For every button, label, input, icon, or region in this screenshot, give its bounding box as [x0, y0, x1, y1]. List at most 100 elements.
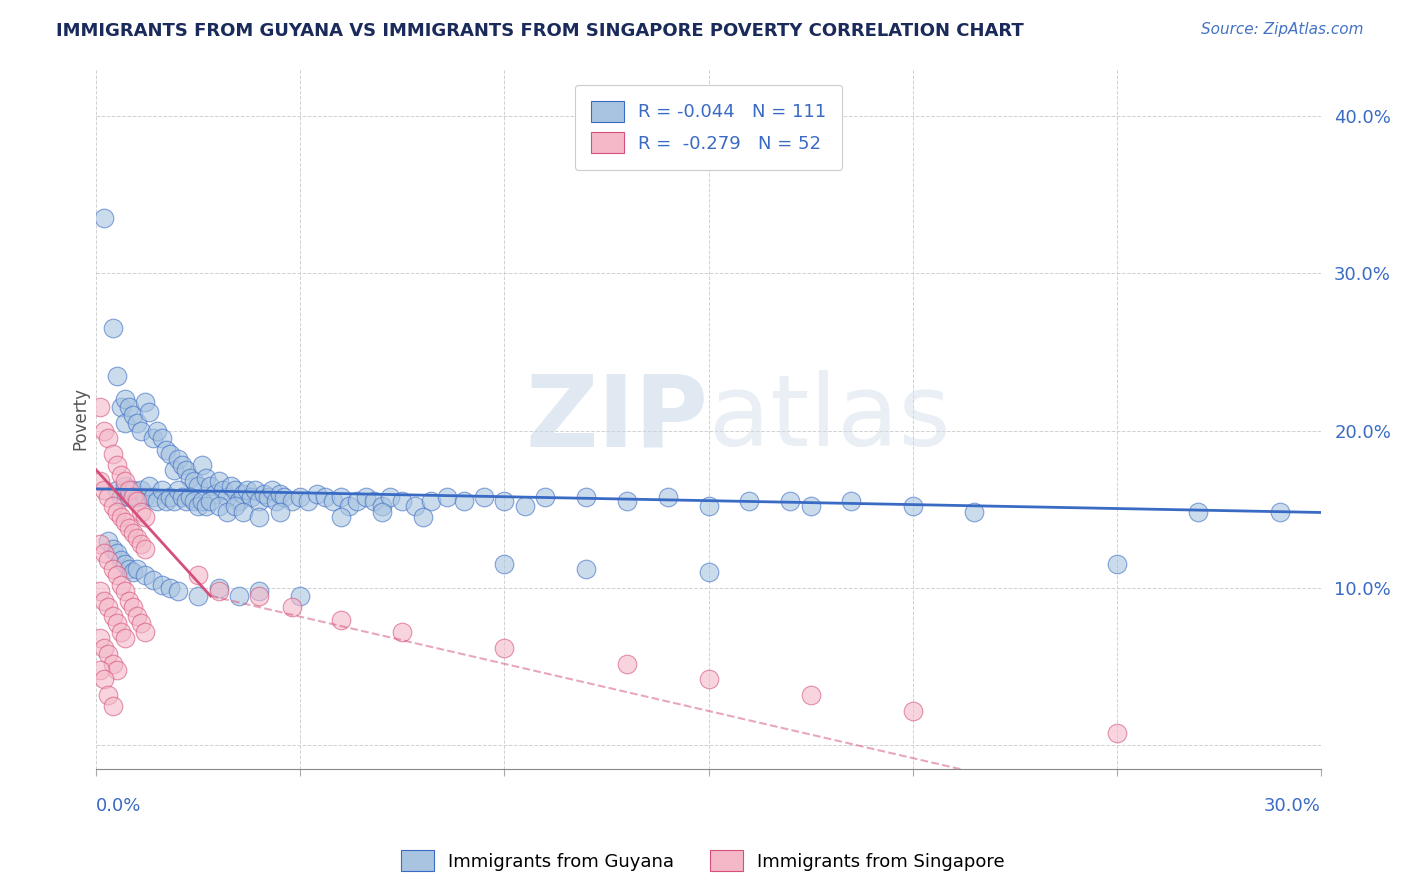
Point — [314, 490, 336, 504]
Point — [187, 589, 209, 603]
Point — [89, 400, 111, 414]
Point — [170, 458, 193, 473]
Point — [93, 640, 115, 655]
Point — [245, 483, 267, 498]
Point — [697, 566, 720, 580]
Point — [114, 474, 136, 488]
Point — [224, 483, 246, 498]
Point — [93, 211, 115, 225]
Point — [97, 688, 120, 702]
Point — [800, 499, 823, 513]
Point — [1105, 558, 1128, 572]
Point — [101, 447, 124, 461]
Point — [208, 581, 231, 595]
Point — [93, 483, 115, 498]
Point — [378, 490, 401, 504]
Point — [93, 546, 115, 560]
Text: Source: ZipAtlas.com: Source: ZipAtlas.com — [1201, 22, 1364, 37]
Point — [129, 424, 152, 438]
Point — [155, 442, 177, 457]
Text: ZIP: ZIP — [526, 370, 709, 467]
Point — [114, 558, 136, 572]
Point — [260, 483, 283, 498]
Point — [281, 494, 304, 508]
Point — [122, 490, 145, 504]
Text: 0.0%: 0.0% — [96, 797, 142, 815]
Point — [89, 474, 111, 488]
Point — [534, 490, 557, 504]
Point — [118, 490, 141, 504]
Point — [97, 552, 120, 566]
Point — [166, 584, 188, 599]
Point — [155, 494, 177, 508]
Point — [114, 515, 136, 529]
Point — [122, 408, 145, 422]
Point — [232, 486, 254, 500]
Point — [150, 432, 173, 446]
Point — [204, 486, 226, 500]
Point — [264, 494, 287, 508]
Point — [114, 416, 136, 430]
Point — [129, 483, 152, 498]
Point — [575, 490, 598, 504]
Point — [118, 400, 141, 414]
Point — [337, 499, 360, 513]
Point — [187, 499, 209, 513]
Point — [215, 490, 238, 504]
Point — [183, 474, 205, 488]
Point — [118, 483, 141, 498]
Text: 30.0%: 30.0% — [1264, 797, 1320, 815]
Point — [269, 506, 291, 520]
Point — [134, 490, 156, 504]
Point — [494, 494, 516, 508]
Point — [134, 625, 156, 640]
Point — [97, 647, 120, 661]
Point — [101, 609, 124, 624]
Point — [901, 499, 924, 513]
Point — [122, 599, 145, 614]
Point — [575, 562, 598, 576]
Point — [101, 541, 124, 556]
Point — [249, 584, 271, 599]
Point — [166, 483, 188, 498]
Point — [1105, 726, 1128, 740]
Point — [129, 506, 152, 520]
Point — [412, 510, 434, 524]
Point — [228, 494, 250, 508]
Point — [110, 510, 132, 524]
Point — [134, 541, 156, 556]
Point — [179, 471, 201, 485]
Point — [616, 657, 638, 671]
Point — [101, 499, 124, 513]
Point — [195, 499, 218, 513]
Point — [114, 479, 136, 493]
Point — [494, 558, 516, 572]
Point — [146, 494, 169, 508]
Point — [159, 490, 181, 504]
Point — [391, 625, 413, 640]
Point — [494, 640, 516, 655]
Point — [125, 494, 148, 508]
Text: IMMIGRANTS FROM GUYANA VS IMMIGRANTS FROM SINGAPORE POVERTY CORRELATION CHART: IMMIGRANTS FROM GUYANA VS IMMIGRANTS FRO… — [56, 22, 1024, 40]
Point — [330, 490, 353, 504]
Point — [616, 494, 638, 508]
Point — [110, 578, 132, 592]
Point — [110, 552, 132, 566]
Point — [105, 663, 128, 677]
Point — [93, 593, 115, 607]
Point — [114, 392, 136, 406]
Legend: R = -0.044   N = 111, R =  -0.279   N = 52: R = -0.044 N = 111, R = -0.279 N = 52 — [575, 85, 842, 169]
Point — [354, 490, 377, 504]
Point — [297, 494, 319, 508]
Point — [901, 704, 924, 718]
Point — [118, 562, 141, 576]
Point — [249, 589, 271, 603]
Point — [256, 490, 278, 504]
Point — [191, 458, 214, 473]
Point — [208, 474, 231, 488]
Point — [228, 589, 250, 603]
Point — [142, 573, 165, 587]
Point — [322, 494, 344, 508]
Point — [281, 599, 304, 614]
Point — [125, 609, 148, 624]
